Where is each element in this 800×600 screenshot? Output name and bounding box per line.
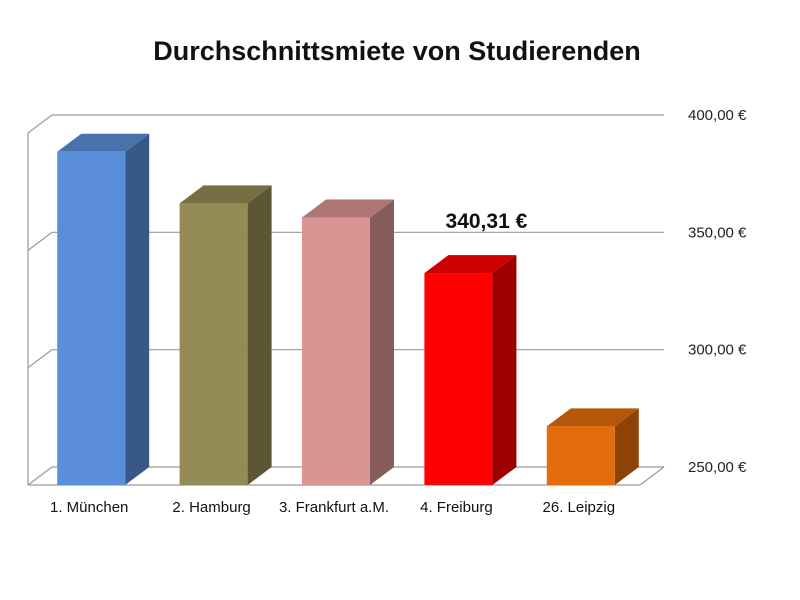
bar <box>546 408 639 485</box>
y-tick-label: 250,00 € <box>688 459 747 476</box>
axis-floor-right <box>639 466 665 486</box>
bar-side <box>370 199 394 486</box>
x-category-label: 26. Leipzig <box>543 499 616 516</box>
x-category-label: 2. Hamburg <box>172 499 250 516</box>
x-category-label: 3. Frankfurt a.M. <box>279 499 389 516</box>
y-tick-label: 350,00 € <box>688 224 747 241</box>
bar-top <box>302 199 394 218</box>
bars <box>57 133 639 486</box>
bar-side <box>247 185 272 485</box>
bar <box>302 199 394 486</box>
gridline-depth <box>27 114 53 134</box>
bar-front <box>179 203 248 485</box>
x-category-label: 1. München <box>50 499 128 516</box>
gridline-depth <box>27 349 53 369</box>
gridline-depth <box>27 466 53 486</box>
bar-front <box>546 426 615 485</box>
labels: 250,00 € 300,00 € 350,00 € 400,00 € 1. Münch… <box>50 107 747 516</box>
bar-side <box>492 255 517 485</box>
x-category-label: 4. Freiburg <box>420 499 493 516</box>
bar-front <box>57 151 126 486</box>
bar <box>57 133 150 486</box>
bar-side <box>614 408 639 485</box>
bar-top <box>424 255 517 274</box>
bar-front <box>302 217 370 486</box>
y-tick-label: 400,00 € <box>688 107 747 124</box>
bar-top <box>179 185 272 204</box>
chart-title: Durchschnittsmiete von Studierenden <box>153 36 641 66</box>
y-tick-label: 300,00 € <box>688 342 747 359</box>
bar-top <box>546 408 639 427</box>
bar-top <box>57 133 150 152</box>
bar <box>424 255 517 485</box>
bar <box>179 185 272 485</box>
bar-front <box>424 273 493 485</box>
bar-side <box>125 133 150 486</box>
bar-value-annotation: 340,31 € <box>446 210 528 233</box>
gridline-depth <box>27 231 53 251</box>
